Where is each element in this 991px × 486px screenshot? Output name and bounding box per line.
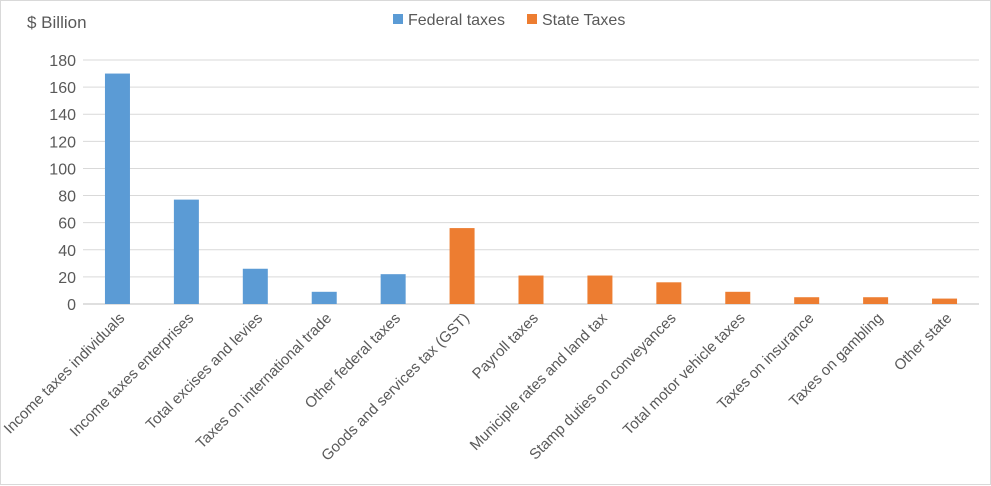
bar (587, 275, 613, 304)
x-tick-label: Total excises and levies (143, 310, 266, 433)
bar (242, 268, 268, 304)
bar (380, 274, 406, 304)
x-tick-label: Taxes on international trade (193, 310, 335, 452)
bar (932, 298, 958, 304)
bar (449, 228, 475, 304)
x-tick-label: Total motor vehicle taxes (620, 310, 749, 439)
y-tick-label: 60 (58, 216, 76, 233)
legend-label-state: State Taxes (542, 12, 625, 29)
bars (104, 73, 958, 304)
bar (794, 297, 820, 304)
gridlines (83, 59, 979, 305)
bar (725, 291, 751, 304)
y-tick-label: 0 (67, 297, 76, 314)
y-axis-label: $ Billion (27, 13, 87, 32)
legend-swatch-federal (393, 14, 403, 24)
y-axis-ticks: 0 20 40 60 80 100 120 140 160 180 (49, 53, 76, 314)
bar (173, 199, 199, 304)
x-tick-label: Income taxes individuals (1, 310, 128, 438)
x-tick-label: Payroll taxes (469, 310, 542, 383)
y-tick-label: 80 (58, 189, 76, 206)
y-tick-label: 40 (58, 243, 76, 260)
y-tick-label: 20 (58, 270, 76, 287)
x-tick-label: Stamp duties on conveyances (526, 310, 680, 464)
legend-label-federal: Federal taxes (408, 12, 505, 29)
x-tick-label: Income taxes enterprises (67, 310, 198, 441)
y-tick-label: 120 (49, 134, 76, 151)
y-tick-label: 160 (49, 80, 76, 97)
x-tick-label: Goods and services tax (GST) (318, 310, 473, 465)
bar (656, 282, 682, 304)
y-tick-label: 100 (49, 161, 76, 178)
bar (518, 275, 544, 304)
bar (311, 291, 337, 304)
y-tick-label: 140 (49, 107, 76, 124)
x-tick-label: Other state (891, 310, 955, 374)
bar (863, 297, 889, 304)
legend: Federal taxes State Taxes (393, 12, 625, 29)
legend-swatch-state (527, 14, 537, 24)
y-tick-label: 180 (49, 53, 76, 70)
bar (104, 73, 130, 304)
x-tick-label: Municiple rates and land tax (467, 309, 611, 453)
